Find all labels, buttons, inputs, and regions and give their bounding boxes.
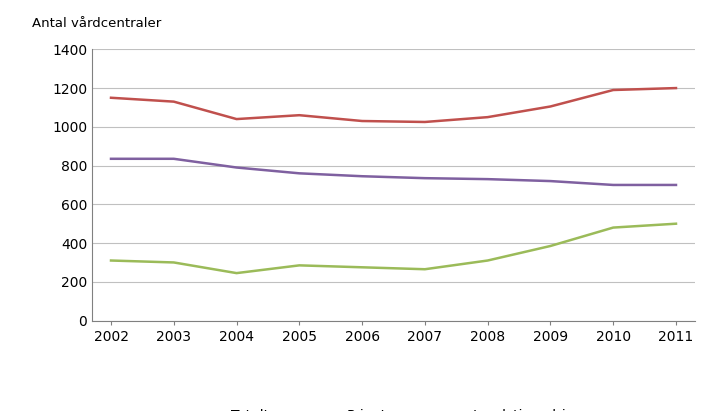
Totalt [609, 88, 618, 92]
Landstingsdrivna [358, 174, 367, 179]
Totalt [420, 120, 429, 125]
Privata [107, 258, 116, 263]
Totalt [546, 104, 554, 109]
Line: Landstingsdrivna: Landstingsdrivna [111, 159, 676, 185]
Totalt [169, 99, 178, 104]
Landstingsdrivna [233, 165, 241, 170]
Landstingsdrivna [484, 177, 492, 182]
Totalt [233, 117, 241, 122]
Privata [169, 260, 178, 265]
Landstingsdrivna [420, 176, 429, 181]
Privata [233, 271, 241, 276]
Landstingsdrivna [295, 171, 303, 176]
Privata [358, 265, 367, 270]
Totalt [358, 118, 367, 123]
Privata [484, 258, 492, 263]
Privata [546, 243, 554, 248]
Totalt [484, 115, 492, 120]
Privata [295, 263, 303, 268]
Landstingsdrivna [169, 156, 178, 161]
Text: Antal vårdcentraler: Antal vårdcentraler [32, 17, 161, 30]
Landstingsdrivna [609, 182, 618, 187]
Totalt [295, 113, 303, 118]
Legend: Totalt, Privata, Landstingsdrivna: Totalt, Privata, Landstingsdrivna [189, 404, 598, 411]
Landstingsdrivna [546, 179, 554, 184]
Totalt [671, 85, 680, 90]
Privata [420, 267, 429, 272]
Line: Privata: Privata [111, 224, 676, 273]
Line: Totalt: Totalt [111, 88, 676, 122]
Privata [609, 225, 618, 230]
Landstingsdrivna [671, 182, 680, 187]
Totalt [107, 95, 116, 100]
Privata [671, 221, 680, 226]
Landstingsdrivna [107, 156, 116, 161]
